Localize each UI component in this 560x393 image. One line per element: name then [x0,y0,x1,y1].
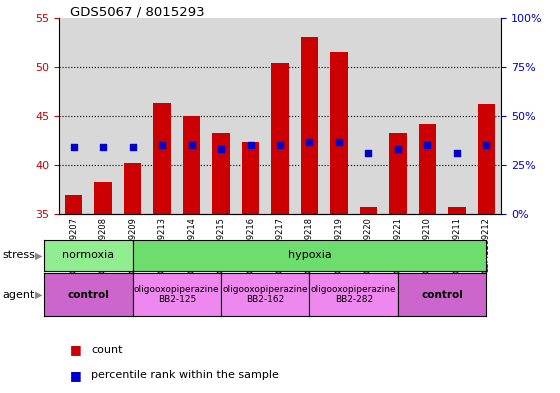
Text: percentile rank within the sample: percentile rank within the sample [91,370,279,380]
Bar [242,142,259,214]
Point [276,142,284,149]
Point [364,150,373,156]
Bar [478,104,495,214]
Text: ▶: ▶ [35,250,42,261]
Point [246,142,255,149]
Point [423,142,432,149]
Bar [183,116,200,214]
Bar [124,163,141,214]
Text: control: control [67,290,109,300]
Point [305,140,314,146]
Text: ■: ■ [70,369,82,382]
Bar [330,52,348,214]
Point [157,142,166,149]
Point [394,146,403,152]
Bar [419,124,436,214]
Text: oligooxopiperazine
BB2-125: oligooxopiperazine BB2-125 [134,285,220,305]
Bar [65,195,82,214]
Point [217,146,226,152]
Text: count: count [91,345,123,355]
Bar [389,132,407,214]
Text: stress: stress [3,250,36,261]
Point [99,144,108,151]
Point [452,150,461,156]
Bar [153,103,171,214]
Bar [448,207,466,214]
Text: normoxia: normoxia [62,250,114,261]
Text: ■: ■ [70,343,82,356]
Point [69,144,78,151]
Bar [271,63,289,214]
Bar [94,182,112,214]
Bar [212,132,230,214]
Text: hypoxia: hypoxia [288,250,332,261]
Point [187,142,196,149]
Point [334,140,343,146]
Text: oligooxopiperazine
BB2-282: oligooxopiperazine BB2-282 [311,285,396,305]
Text: ▶: ▶ [35,290,42,300]
Point [128,144,137,151]
Text: GDS5067 / 8015293: GDS5067 / 8015293 [70,6,204,19]
Bar [301,37,318,214]
Bar [360,207,377,214]
Text: control: control [421,290,463,300]
Text: oligooxopiperazine
BB2-162: oligooxopiperazine BB2-162 [222,285,308,305]
Point [482,142,491,149]
Text: agent: agent [3,290,35,300]
